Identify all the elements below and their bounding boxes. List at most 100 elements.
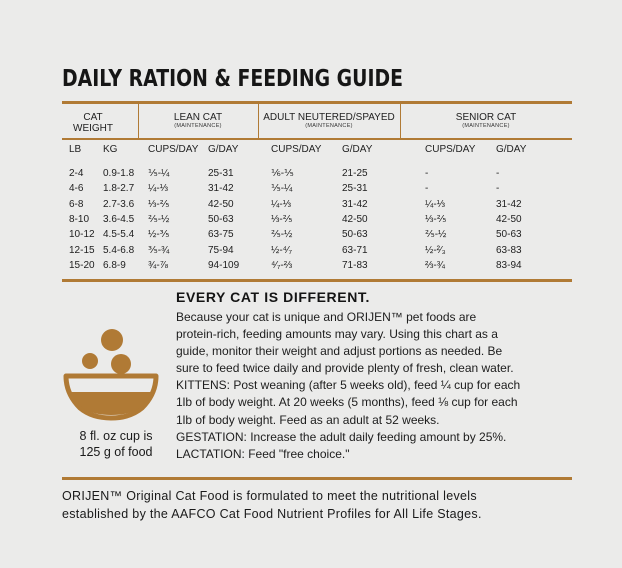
table-bottom-rule <box>62 279 572 282</box>
kibble-icon <box>101 329 123 351</box>
table-cell: 75-94 <box>208 244 234 256</box>
table-cell: 63-71 <box>342 244 368 256</box>
table-cell: 3.6-4.5 <box>103 213 135 225</box>
info-line: 1lb of body weight. At 20 weeks (5 month… <box>176 395 518 410</box>
table-cell: ⅙-⅕ <box>271 168 294 179</box>
info-line: Because your cat is unique and ORIJEN™ p… <box>176 310 477 324</box>
table-cell: ½-⅗ <box>148 229 170 241</box>
group-sublabel: (MAINTENANCE) <box>305 123 353 129</box>
column-header-lb: LB <box>69 144 82 155</box>
table-cell: 5.4-6.8 <box>103 244 135 256</box>
table-cell: ¼-⅓ <box>148 183 169 195</box>
table-cell: 15-20 <box>69 259 95 271</box>
kibble-icon <box>111 354 131 374</box>
table-cell: ⅓-⅖ <box>425 213 447 225</box>
bowl-caption-line: 8 fl. oz cup is <box>79 429 153 443</box>
group-label: CAT <box>83 112 103 123</box>
info-heading: EVERY CAT IS DIFFERENT. <box>176 289 371 305</box>
table-cell: 8-10 <box>69 213 90 225</box>
table-cell: ¼-⅓ <box>271 198 292 210</box>
kibble-icon <box>82 353 98 369</box>
table-cell: - <box>425 183 429 195</box>
column-header-lean-grams: G/DAY <box>208 144 239 155</box>
table-cell: 50-63 <box>342 229 368 241</box>
food-bowl-icon <box>63 329 159 421</box>
column-header-lean-cups: CUPS/DAY <box>148 144 199 155</box>
table-cell: - <box>496 183 500 195</box>
column-divider <box>258 104 259 138</box>
table-cell: - <box>496 168 500 179</box>
group-sublabel: (MAINTENANCE) <box>462 123 510 129</box>
footer-line: established by the AAFCO Cat Food Nutrie… <box>62 507 482 521</box>
table-cell: 1.8-2.7 <box>103 183 135 195</box>
table-cell: ½-⁴⁄₇ <box>271 244 293 256</box>
table-cell: 4.5-5.4 <box>103 229 135 241</box>
info-line: LACTATION: Feed "free choice." <box>176 446 350 461</box>
table-cell: ⅖-½ <box>148 213 170 225</box>
group-header-cat-weight: CAT WEIGHT <box>62 112 124 134</box>
table-cell: ⅔-¾ <box>425 259 446 271</box>
table-cell: ¼-⅓ <box>425 198 446 210</box>
column-header-senior-cups: CUPS/DAY <box>425 144 476 155</box>
info-line: protein-rich, feeding amounts may vary. … <box>176 327 498 342</box>
table-cell: 4-6 <box>69 183 84 195</box>
bowl-caption-line: 125 g of food <box>79 445 153 459</box>
table-cell: 50-63 <box>208 213 234 225</box>
table-cell: ⅗-¾ <box>148 244 170 256</box>
group-header-adult-neutered: ADULT NEUTERED/SPAYED (MAINTENANCE) <box>258 112 400 130</box>
table-cell: 2-4 <box>69 168 84 179</box>
group-label-line2: WEIGHT <box>73 123 113 134</box>
table-cell: 12-15 <box>69 244 95 256</box>
table-cell: 6-8 <box>69 198 84 210</box>
column-header-senior-grams: G/DAY <box>496 144 527 155</box>
bowl-caption: 8 fl. oz cup is 125 g of food <box>52 428 180 460</box>
table-cell: 31-42 <box>342 198 368 210</box>
table-cell: ⅓-⅖ <box>271 213 293 225</box>
table-cell: 10-12 <box>69 229 95 241</box>
footer-rule <box>62 477 572 480</box>
group-label: ADULT NEUTERED/SPAYED <box>263 112 395 123</box>
page-title: DAILY RATION & FEEDING GUIDE <box>62 66 404 92</box>
table-cell: 83-94 <box>496 259 522 271</box>
table-cell: 94-109 <box>208 259 240 271</box>
table-cell: 50-63 <box>496 229 522 241</box>
table-cell: ½-²⁄₃ <box>425 244 446 256</box>
table-cell: - <box>425 168 429 179</box>
group-label: SENIOR CAT <box>455 112 517 123</box>
info-line: GESTATION: Increase the adult daily feed… <box>176 429 507 444</box>
table-top-rule <box>62 101 572 104</box>
footer-statement: ORIJEN™ Original Cat Food is formulated … <box>62 487 582 523</box>
table-cell: 63-83 <box>496 244 522 256</box>
table-cell: 21-25 <box>342 168 368 179</box>
table-cell: 71-83 <box>342 259 368 271</box>
table-cell: 42-50 <box>496 213 522 225</box>
info-line: sure to feed twice daily and provide ple… <box>176 361 514 376</box>
table-cell: 31-42 <box>208 183 234 195</box>
table-cell: ⅕-¼ <box>148 168 170 179</box>
group-label: LEAN CAT <box>173 112 223 123</box>
table-header-rule <box>62 138 572 140</box>
table-cell: 42-50 <box>342 213 368 225</box>
table-cell: 31-42 <box>496 198 522 210</box>
table-cell: 42-50 <box>208 198 234 210</box>
table-cell: 0.9-1.8 <box>103 168 135 179</box>
table-cell: ⅕-¼ <box>271 183 293 195</box>
info-line: KITTENS: Post weaning (after 5 weeks old… <box>176 378 521 393</box>
table-cell: 2.7-3.6 <box>103 198 135 210</box>
info-line: guide, monitor their weight and adjust p… <box>176 344 503 359</box>
table-cell: 63-75 <box>208 229 234 241</box>
column-header-adult-grams: G/DAY <box>342 144 373 155</box>
group-header-senior-cat: SENIOR CAT (MAINTENANCE) <box>400 112 572 130</box>
footer-line: ORIJEN™ Original Cat Food is formulated … <box>62 489 477 503</box>
group-sublabel: (MAINTENANCE) <box>174 123 222 129</box>
table-cell: 25-31 <box>208 168 234 179</box>
column-divider <box>400 104 401 138</box>
table-cell: ¾-⅞ <box>148 259 169 271</box>
info-paragraph: Because your cat is unique and ORIJEN™ p… <box>176 309 576 463</box>
column-header-kg: KG <box>103 144 118 155</box>
info-line: 1lb of body weight. Feed as an adult at … <box>176 412 440 427</box>
table-cell: ⅓-⅖ <box>148 198 170 210</box>
table-cell: ⅖-½ <box>271 229 293 241</box>
group-header-lean-cat: LEAN CAT (MAINTENANCE) <box>138 112 258 130</box>
column-divider <box>138 104 139 138</box>
